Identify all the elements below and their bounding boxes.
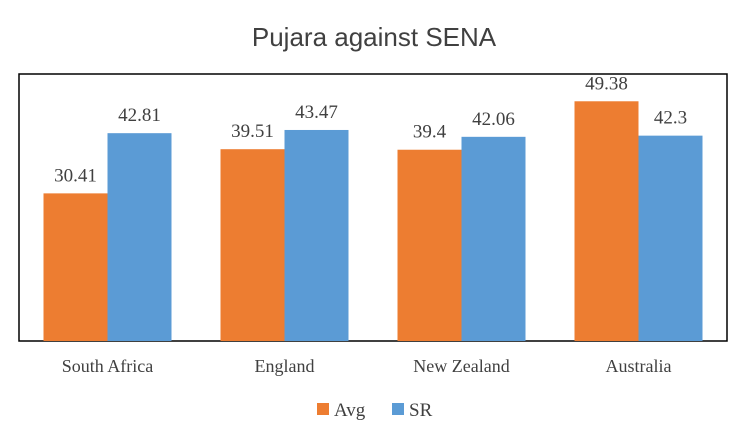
bar-sr-australia [638, 135, 703, 341]
data-label-sr-new-zealand: 42.06 [472, 109, 515, 130]
bar-avg-australia [574, 101, 639, 341]
legend-swatch-sr [392, 403, 404, 415]
data-label-avg-south-africa: 30.41 [54, 165, 97, 186]
category-label-new-zealand: New Zealand [413, 356, 509, 376]
bar-sr-new-zealand [461, 136, 526, 341]
category-label-australia: Australia [606, 356, 672, 376]
legend: Avg SR [317, 400, 433, 421]
data-label-avg-australia: 49.38 [585, 73, 628, 94]
legend-swatch-avg [317, 403, 329, 415]
legend-label-sr: SR [409, 400, 433, 421]
data-labels-layer: 30.41 42.81 39.51 43.47 39.4 42.06 49.38 42.3 [54, 73, 687, 186]
data-label-sr-australia: 42.3 [654, 108, 687, 129]
category-axis: South Africa England New Zealand Australia [62, 356, 672, 376]
chart-title: Pujara against SENA [252, 22, 497, 52]
legend-label-avg: Avg [334, 400, 366, 421]
plot-area [18, 73, 728, 342]
data-label-avg-england: 39.51 [231, 121, 274, 142]
bar-avg-new-zealand [397, 149, 462, 341]
bar-sr-south-africa [107, 133, 172, 341]
data-label-sr-south-africa: 42.81 [118, 105, 161, 126]
bar-sr-england [284, 129, 349, 341]
category-label-england: England [255, 356, 315, 376]
category-label-south-africa: South Africa [62, 356, 154, 376]
data-label-sr-england: 43.47 [295, 102, 338, 123]
data-label-avg-new-zealand: 39.4 [413, 122, 447, 143]
bars-layer [43, 101, 703, 341]
bar-avg-england [220, 149, 285, 341]
bar-avg-south-africa [43, 193, 108, 341]
